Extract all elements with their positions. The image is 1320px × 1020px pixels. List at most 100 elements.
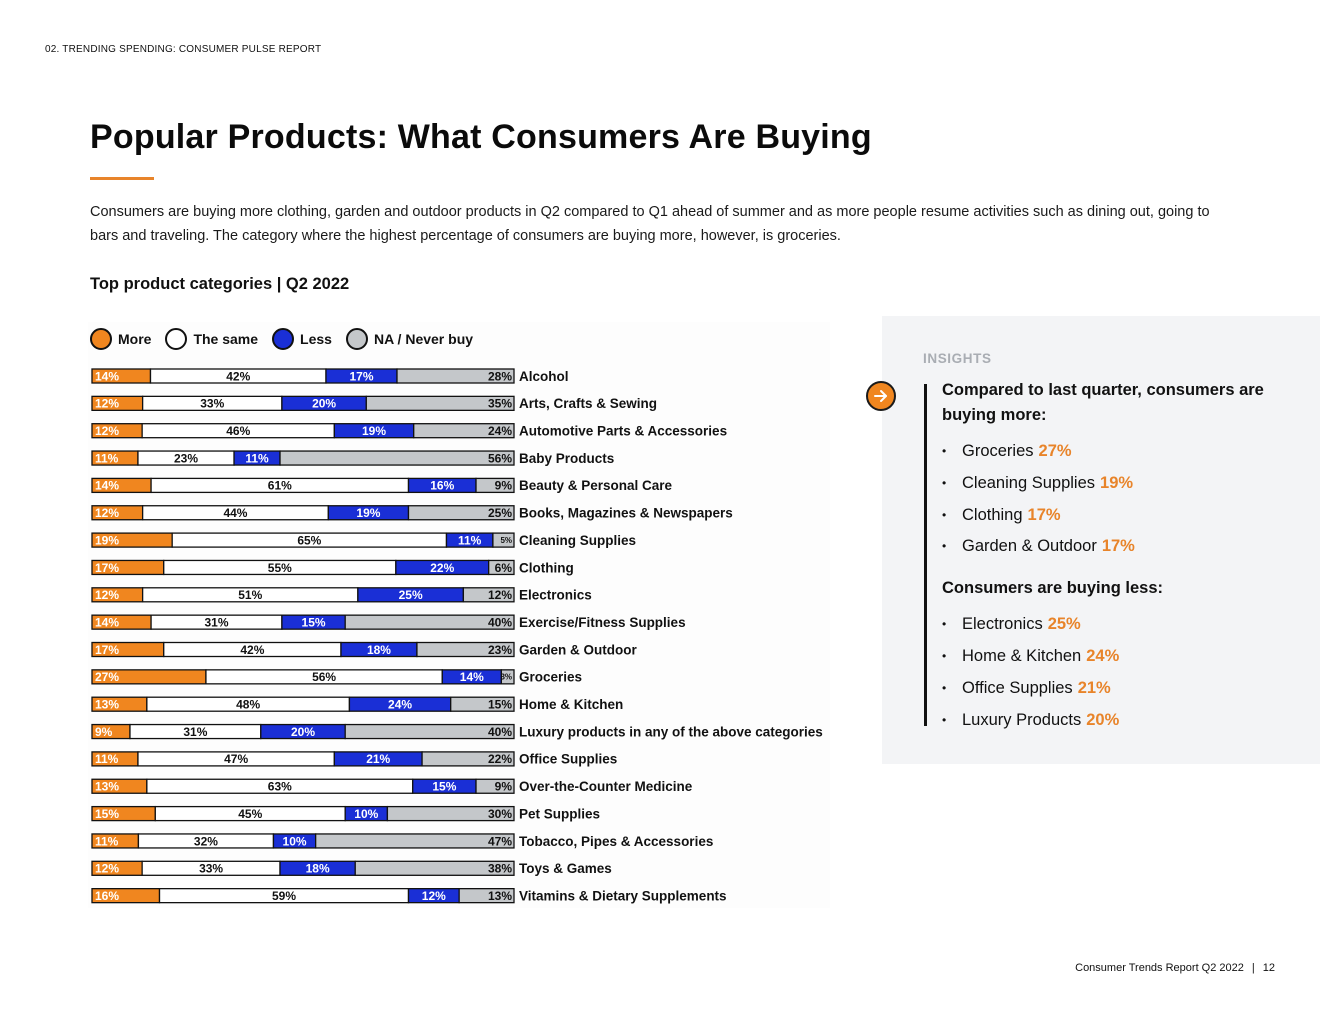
data-label: 16% bbox=[430, 479, 454, 493]
legend-label-same: The same bbox=[193, 331, 259, 347]
data-label: 59% bbox=[272, 889, 296, 903]
bar-row: 27% 56% 14% 3% Groceries bbox=[91, 669, 582, 685]
bar-row: 12% 33% 18% 38% Toys & Games bbox=[91, 860, 612, 876]
bar-row: 12% 46% 19% 24% Automotive Parts & Accessori… bbox=[91, 423, 727, 439]
bar-segment-na bbox=[458, 888, 515, 904]
data-label: 21% bbox=[366, 752, 390, 766]
data-label: 45% bbox=[238, 807, 262, 821]
insight-category: Office Supplies bbox=[962, 678, 1073, 697]
bar-row: 14% 31% 15% 40% Exercise/Fitness Supplies bbox=[91, 614, 686, 630]
data-label: 27% bbox=[95, 670, 119, 684]
data-label: 12% bbox=[95, 506, 119, 520]
bar-segment-na bbox=[407, 505, 515, 521]
chart-legend: More The same Less NA / Never buy bbox=[90, 328, 487, 350]
data-label: 17% bbox=[349, 369, 373, 383]
bar-row: 14% 61% 16% 9% Beauty & Personal Care bbox=[91, 477, 673, 494]
data-label: 11% bbox=[95, 451, 119, 465]
bar-row: 14% 42% 17% 28% Alcohol bbox=[91, 368, 569, 384]
bar-segment-na bbox=[492, 532, 515, 548]
data-label: 38% bbox=[488, 862, 512, 876]
data-label: 35% bbox=[488, 397, 512, 411]
data-label: 9% bbox=[495, 780, 513, 794]
category-label: Cleaning Supplies bbox=[519, 533, 636, 548]
page-number: 12 bbox=[1262, 962, 1275, 974]
data-label: 55% bbox=[268, 561, 292, 575]
insights-rule bbox=[924, 384, 927, 726]
page-title: Popular Products: What Consumers Are Buy… bbox=[90, 118, 872, 156]
data-label: 51% bbox=[238, 588, 262, 602]
data-label: 33% bbox=[200, 397, 224, 411]
data-label: 33% bbox=[199, 862, 223, 876]
data-label: 11% bbox=[95, 752, 119, 766]
data-label: 14% bbox=[95, 615, 119, 629]
data-label: 6% bbox=[495, 561, 513, 575]
data-label: 11% bbox=[245, 451, 269, 465]
category-label: Automotive Parts & Accessories bbox=[519, 424, 727, 439]
data-label: 19% bbox=[95, 533, 119, 547]
data-label: 13% bbox=[95, 780, 119, 794]
bar-row: 16% 59% 12% 13% Vitamins & Dietary Supplemen… bbox=[91, 888, 727, 904]
category-label: Exercise/Fitness Supplies bbox=[519, 615, 686, 630]
bar-row: 12% 44% 19% 25% Books, Magazines & Newspaper… bbox=[91, 505, 733, 521]
bar-row: 9% 31% 20% 40% Luxury products in any of the… bbox=[91, 723, 823, 740]
data-label: 15% bbox=[302, 615, 326, 629]
insights-body: Compared to last quarter, consumers are … bbox=[942, 378, 1302, 736]
data-label: 61% bbox=[268, 479, 292, 493]
bar-segment-na bbox=[462, 587, 515, 603]
data-label: 40% bbox=[488, 725, 512, 739]
insight-category: Clothing bbox=[962, 505, 1023, 524]
data-label: 9% bbox=[495, 479, 513, 493]
data-label: 17% bbox=[95, 561, 119, 575]
data-label: 13% bbox=[488, 889, 512, 903]
chart-heading: Top product categories | Q2 2022 bbox=[90, 275, 350, 293]
category-label: Beauty & Personal Care bbox=[519, 478, 673, 493]
legend-item-less: Less bbox=[272, 328, 332, 350]
data-label: 11% bbox=[458, 533, 482, 547]
insights-panel: INSIGHTS Compared to last quarter, consu… bbox=[866, 316, 1320, 764]
legend-swatch-more bbox=[90, 328, 112, 350]
data-label: 28% bbox=[488, 369, 512, 383]
running-header: 02. TRENDING SPENDING: CONSUMER PULSE RE… bbox=[45, 44, 322, 55]
data-label: 40% bbox=[488, 615, 512, 629]
category-label: Vitamins & Dietary Supplements bbox=[519, 888, 727, 903]
legend-item-na: NA / Never buy bbox=[345, 328, 473, 350]
bar-segment-na bbox=[354, 860, 515, 876]
data-label: 12% bbox=[488, 588, 512, 602]
bar-row: 17% 55% 22% 6% Clothing bbox=[91, 559, 574, 575]
category-label: Over-the-Counter Medicine bbox=[519, 779, 693, 794]
bar-segment-na bbox=[500, 669, 515, 685]
bar-row: 11% 32% 10% 47% Tobacco, Pipes & Accessories bbox=[91, 833, 713, 849]
data-label: 63% bbox=[268, 780, 292, 794]
data-label: 22% bbox=[430, 561, 454, 575]
data-label: 14% bbox=[95, 369, 119, 383]
chart-plot: 14% 42% 17% 28% Alcohol 12% 33% 20% 35% Arts, Cra… bbox=[91, 368, 823, 904]
data-label: 19% bbox=[362, 424, 386, 438]
data-label: 44% bbox=[223, 506, 247, 520]
category-label: Groceries bbox=[519, 670, 582, 685]
bar-row: 12% 33% 20% 35% Arts, Crafts & Sewing bbox=[91, 395, 657, 411]
data-label: 48% bbox=[236, 698, 260, 712]
data-label: 14% bbox=[460, 670, 484, 684]
category-label: Toys & Games bbox=[519, 861, 612, 876]
category-label: Clothing bbox=[519, 560, 574, 575]
category-label: Baby Products bbox=[519, 451, 614, 466]
data-label: 15% bbox=[95, 807, 119, 821]
category-label: Tobacco, Pipes & Accessories bbox=[519, 834, 713, 849]
bar-segment-na bbox=[344, 614, 515, 630]
bar-segment-na bbox=[344, 723, 515, 740]
data-label: 47% bbox=[224, 752, 248, 766]
data-label: 46% bbox=[226, 424, 250, 438]
category-label: Electronics bbox=[519, 588, 592, 603]
data-label: 13% bbox=[95, 698, 119, 712]
data-label: 5% bbox=[500, 536, 512, 545]
data-label: 23% bbox=[174, 451, 198, 465]
data-label: 20% bbox=[312, 397, 336, 411]
bar-segment-na bbox=[475, 477, 515, 494]
bar-segment-na bbox=[386, 805, 515, 822]
bar-segment-na bbox=[416, 641, 515, 658]
data-label: 31% bbox=[204, 615, 228, 629]
